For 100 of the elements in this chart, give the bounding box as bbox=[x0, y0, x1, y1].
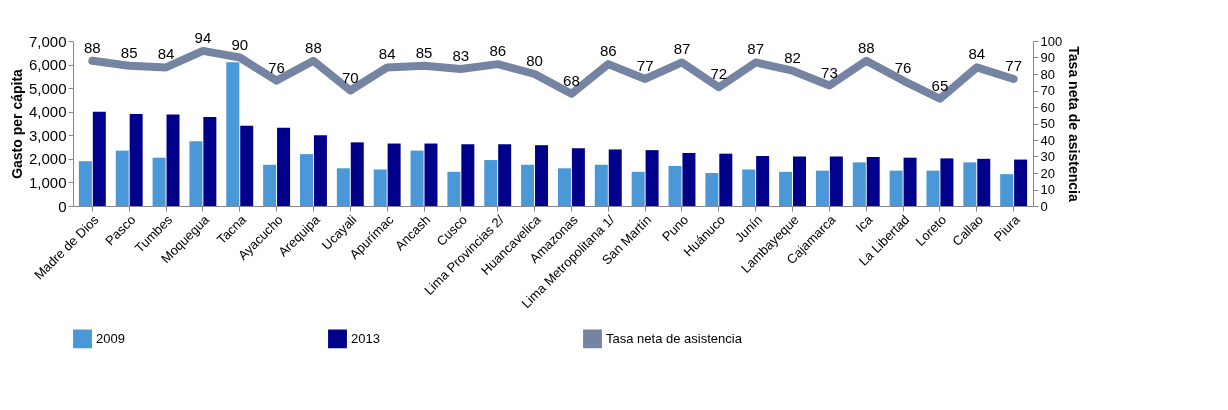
bar bbox=[350, 142, 364, 206]
y-axis-title: Gasto per cápita bbox=[8, 68, 25, 179]
data-label: 86 bbox=[489, 42, 507, 60]
y2-tick-label: 20 bbox=[1040, 165, 1055, 181]
y2-tick-label: 50 bbox=[1040, 116, 1055, 131]
data-label: 94 bbox=[194, 28, 212, 46]
bar bbox=[852, 162, 866, 206]
bar bbox=[1000, 174, 1014, 206]
bar bbox=[78, 161, 92, 206]
data-label: 88 bbox=[857, 38, 875, 56]
bar bbox=[129, 114, 143, 206]
bar bbox=[313, 135, 327, 206]
y-tick-label: 1,000 bbox=[28, 173, 67, 191]
bar bbox=[889, 170, 903, 206]
bar bbox=[226, 62, 240, 206]
bar bbox=[793, 156, 806, 206]
y-tick-label: 4,000 bbox=[28, 103, 67, 121]
bar bbox=[535, 145, 549, 206]
bar bbox=[115, 150, 129, 206]
legend-label: Tasa neta de asistencia bbox=[606, 330, 743, 346]
bar bbox=[571, 148, 585, 206]
y-tick-label: 2,000 bbox=[28, 150, 67, 168]
bar bbox=[608, 149, 622, 206]
data-label: 85 bbox=[415, 43, 433, 61]
bar bbox=[373, 169, 387, 206]
y2-tick-label: 100 bbox=[1040, 33, 1063, 49]
data-label: 77 bbox=[1005, 56, 1022, 74]
bar bbox=[594, 164, 608, 206]
bar bbox=[92, 111, 106, 206]
y-tick-label: 3,000 bbox=[28, 126, 67, 144]
y2-tick-label: 30 bbox=[1040, 149, 1055, 164]
bar bbox=[263, 164, 277, 206]
bar bbox=[645, 150, 659, 206]
bar bbox=[668, 165, 682, 206]
bar bbox=[963, 162, 977, 206]
data-label: 68 bbox=[563, 71, 580, 89]
data-label: 76 bbox=[268, 58, 285, 76]
y2-tick-label: 80 bbox=[1040, 66, 1055, 82]
y2-tick-label: 10 bbox=[1040, 182, 1055, 197]
bar bbox=[521, 164, 535, 206]
bar bbox=[903, 157, 917, 206]
bar bbox=[705, 173, 719, 206]
data-label: 88 bbox=[84, 38, 101, 56]
bar bbox=[387, 143, 401, 206]
y-tick-label: 7,000 bbox=[28, 32, 67, 50]
data-label: 87 bbox=[747, 40, 765, 58]
bar bbox=[203, 116, 217, 206]
y2-tick-label: 90 bbox=[1040, 50, 1055, 65]
bar bbox=[240, 125, 254, 206]
legend-label: 2009 bbox=[96, 330, 125, 346]
y2-axis-title: Tasa neta de asistencia bbox=[1066, 46, 1083, 202]
bar bbox=[631, 171, 645, 206]
data-label: 86 bbox=[599, 42, 617, 60]
bar bbox=[719, 153, 733, 206]
data-label: 88 bbox=[305, 38, 322, 56]
data-label: 73 bbox=[821, 63, 838, 81]
data-label: 85 bbox=[120, 43, 138, 61]
y2-tick-label: 70 bbox=[1040, 83, 1055, 98]
bar bbox=[1014, 159, 1028, 206]
data-label: 70 bbox=[341, 68, 359, 86]
x-tick-label: Ica bbox=[852, 211, 876, 235]
bar bbox=[424, 143, 438, 206]
bar bbox=[152, 157, 166, 206]
y-tick-label: 5,000 bbox=[28, 79, 67, 97]
bar bbox=[166, 114, 180, 206]
bar bbox=[300, 154, 313, 206]
data-label: 83 bbox=[452, 47, 470, 65]
y2-tick-label: 40 bbox=[1040, 132, 1055, 148]
data-label: 80 bbox=[526, 52, 543, 69]
y2-tick-label: 0 bbox=[1040, 198, 1048, 214]
bar bbox=[977, 158, 991, 206]
data-label: 84 bbox=[378, 45, 396, 63]
bar bbox=[815, 170, 829, 206]
data-label: 84 bbox=[968, 45, 986, 63]
y-tick-label: 0 bbox=[58, 197, 67, 215]
bar bbox=[940, 158, 954, 206]
bar bbox=[277, 127, 291, 206]
data-label: 72 bbox=[710, 65, 728, 83]
data-label: 87 bbox=[673, 40, 691, 58]
bar bbox=[779, 171, 793, 206]
data-label: 84 bbox=[157, 45, 175, 63]
bar bbox=[829, 156, 843, 206]
bar bbox=[557, 168, 571, 206]
data-label: 90 bbox=[231, 35, 249, 53]
bar bbox=[926, 170, 940, 206]
bar bbox=[336, 168, 350, 206]
bar bbox=[461, 144, 475, 206]
legend-label: 2013 bbox=[351, 330, 380, 346]
bar bbox=[866, 156, 880, 206]
bar bbox=[498, 144, 512, 206]
bar bbox=[682, 152, 696, 206]
bar bbox=[447, 171, 461, 206]
bar bbox=[484, 160, 498, 206]
data-label: 77 bbox=[636, 56, 654, 74]
bar bbox=[189, 141, 203, 206]
bar bbox=[742, 169, 756, 206]
data-label: 82 bbox=[784, 48, 801, 66]
y2-tick-label: 60 bbox=[1040, 99, 1055, 115]
data-label: 76 bbox=[894, 58, 912, 76]
data-label: 65 bbox=[931, 76, 949, 94]
